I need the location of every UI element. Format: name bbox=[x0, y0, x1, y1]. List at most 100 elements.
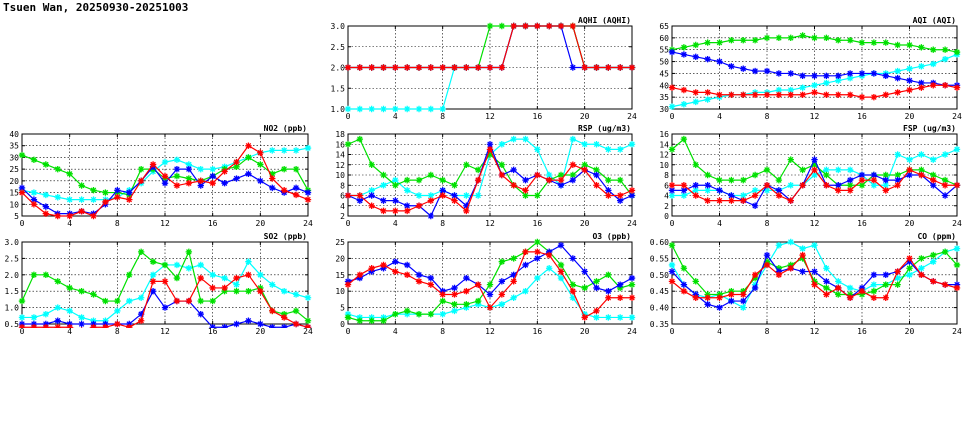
data-point bbox=[846, 176, 854, 184]
series-3 bbox=[668, 166, 961, 204]
chart-title: AQI (AQI) bbox=[913, 16, 956, 25]
x-tick-label: 12 bbox=[810, 219, 820, 228]
data-point bbox=[149, 288, 157, 295]
data-point bbox=[605, 294, 612, 301]
data-point bbox=[680, 182, 688, 189]
data-point bbox=[680, 86, 688, 94]
data-point bbox=[356, 314, 364, 321]
data-point bbox=[292, 147, 300, 154]
data-point bbox=[858, 70, 866, 77]
data-point bbox=[811, 166, 818, 174]
data-point bbox=[66, 170, 73, 178]
data-point bbox=[605, 64, 612, 71]
data-point bbox=[858, 176, 866, 184]
chart-title: FSP (ug/m3) bbox=[903, 124, 956, 133]
data-point bbox=[114, 320, 121, 328]
data-point bbox=[930, 46, 937, 53]
data-point bbox=[557, 22, 565, 30]
data-point bbox=[799, 84, 806, 91]
data-point bbox=[534, 248, 541, 256]
data-point bbox=[474, 297, 482, 305]
x-tick-label: 12 bbox=[485, 219, 495, 228]
data-point bbox=[233, 158, 240, 166]
data-point bbox=[126, 324, 133, 328]
data-point bbox=[415, 176, 423, 184]
data-point bbox=[668, 242, 676, 249]
data-point bbox=[368, 105, 375, 113]
data-point bbox=[522, 288, 529, 295]
x-tick-label: 8 bbox=[440, 327, 445, 336]
data-point bbox=[882, 39, 889, 46]
data-point bbox=[668, 187, 676, 194]
y-tick-label: 25 bbox=[9, 165, 19, 174]
data-point bbox=[209, 297, 216, 305]
data-point bbox=[257, 288, 264, 295]
data-point bbox=[763, 251, 771, 259]
data-point bbox=[185, 175, 193, 182]
x-tick-label: 12 bbox=[160, 327, 170, 336]
data-point bbox=[439, 288, 446, 295]
data-point bbox=[835, 182, 842, 189]
y-tick-label: 15 bbox=[335, 271, 345, 280]
chart-title: NO2 (ppb) bbox=[264, 124, 307, 133]
x-tick-label: 4 bbox=[717, 219, 722, 228]
x-tick-label: 4 bbox=[67, 219, 72, 228]
data-point bbox=[846, 291, 854, 298]
data-point bbox=[18, 297, 26, 305]
data-point bbox=[498, 22, 506, 30]
y-tick-label: 6 bbox=[664, 181, 669, 190]
data-point bbox=[616, 176, 624, 184]
data-point bbox=[799, 245, 806, 252]
data-point bbox=[846, 70, 854, 77]
x-tick-label: 8 bbox=[765, 219, 770, 228]
data-point bbox=[403, 310, 411, 318]
data-point bbox=[209, 284, 216, 292]
data-point bbox=[787, 70, 794, 77]
y-tick-label: 14 bbox=[659, 140, 669, 149]
data-point bbox=[728, 197, 735, 204]
data-point bbox=[185, 248, 193, 256]
data-point bbox=[751, 171, 759, 179]
data-point bbox=[740, 304, 747, 311]
data-point bbox=[427, 310, 435, 318]
data-point bbox=[522, 187, 529, 194]
data-point bbox=[918, 255, 925, 262]
x-tick-label: 20 bbox=[905, 327, 915, 336]
data-point bbox=[799, 251, 806, 259]
data-point bbox=[605, 288, 612, 295]
data-point bbox=[628, 192, 636, 199]
data-point bbox=[209, 324, 216, 328]
data-point bbox=[605, 146, 612, 153]
data-point bbox=[941, 176, 949, 184]
data-point bbox=[451, 301, 458, 308]
data-point bbox=[344, 281, 352, 288]
data-point bbox=[463, 64, 470, 71]
data-point bbox=[787, 261, 794, 269]
data-point bbox=[415, 278, 423, 285]
x-tick-label: 24 bbox=[627, 219, 637, 228]
y-tick-label: 0.60 bbox=[650, 238, 669, 247]
data-point bbox=[882, 171, 889, 179]
data-point bbox=[846, 91, 854, 98]
data-point bbox=[474, 192, 482, 199]
data-point bbox=[787, 265, 794, 272]
data-point bbox=[498, 291, 506, 298]
x-tick-label: 4 bbox=[67, 327, 72, 336]
data-point bbox=[668, 192, 676, 199]
y-tick-label: 12 bbox=[659, 151, 669, 160]
data-point bbox=[557, 274, 565, 282]
data-point bbox=[680, 192, 688, 199]
x-tick-label: 8 bbox=[115, 219, 120, 228]
data-point bbox=[78, 182, 85, 189]
data-point bbox=[427, 274, 435, 282]
data-point bbox=[823, 182, 830, 189]
data-point bbox=[257, 271, 264, 278]
data-point bbox=[78, 208, 85, 215]
data-point bbox=[906, 258, 913, 265]
data-point bbox=[392, 197, 399, 204]
data-point bbox=[882, 187, 889, 194]
data-point bbox=[392, 258, 399, 265]
x-tick-label: 8 bbox=[765, 112, 770, 121]
data-point bbox=[870, 271, 878, 278]
data-point bbox=[403, 207, 411, 215]
